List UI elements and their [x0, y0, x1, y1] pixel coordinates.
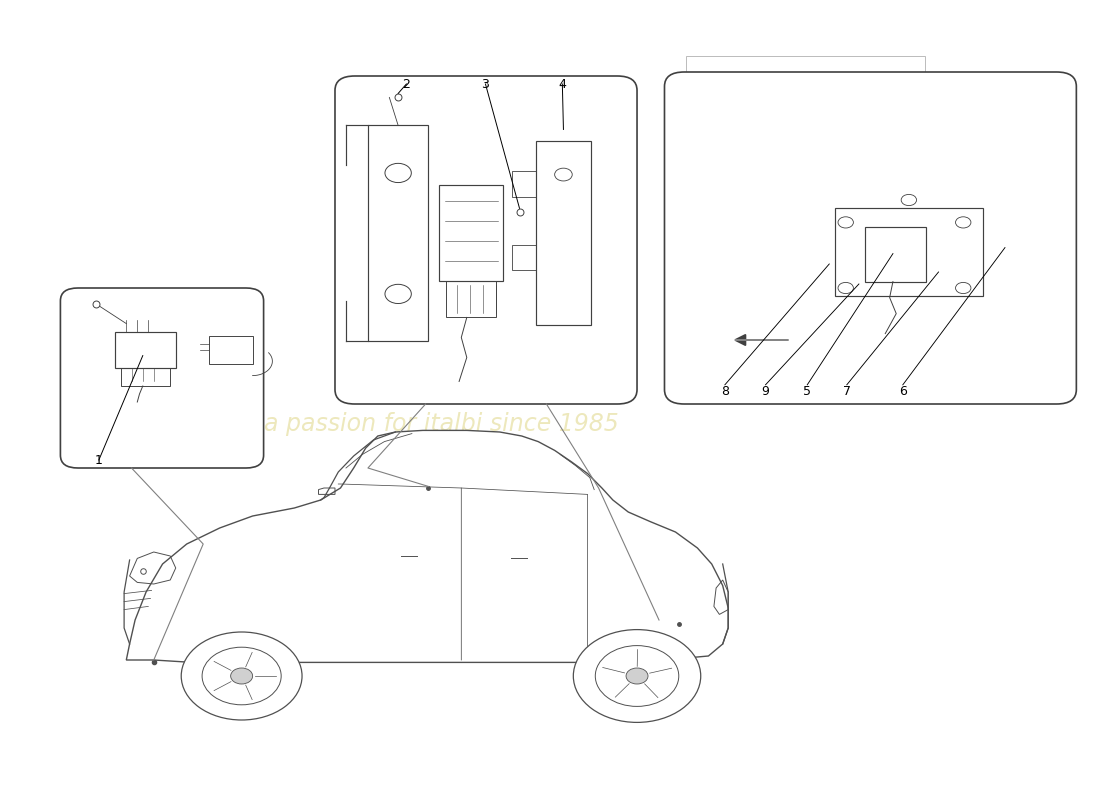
Text: 4: 4 [559, 78, 566, 90]
Text: 6: 6 [899, 385, 906, 398]
Text: europ: europ [362, 313, 627, 391]
Circle shape [231, 668, 253, 684]
Circle shape [573, 630, 701, 722]
Text: europ: europ [736, 262, 1019, 346]
Text: 5: 5 [803, 385, 812, 398]
Text: a passion for italbi since 1985: a passion for italbi since 1985 [264, 412, 618, 436]
Circle shape [202, 647, 282, 705]
Text: 2: 2 [403, 78, 410, 90]
FancyBboxPatch shape [664, 72, 1077, 404]
Text: 1: 1 [95, 454, 102, 466]
FancyBboxPatch shape [60, 288, 264, 468]
FancyBboxPatch shape [336, 76, 637, 404]
Text: since 1985: since 1985 [791, 370, 943, 398]
Circle shape [626, 668, 648, 684]
Text: 7: 7 [843, 385, 850, 398]
Circle shape [595, 646, 679, 706]
Circle shape [182, 632, 302, 720]
Text: 9: 9 [761, 385, 770, 398]
Text: 3: 3 [482, 78, 490, 90]
Text: 8: 8 [720, 385, 729, 398]
